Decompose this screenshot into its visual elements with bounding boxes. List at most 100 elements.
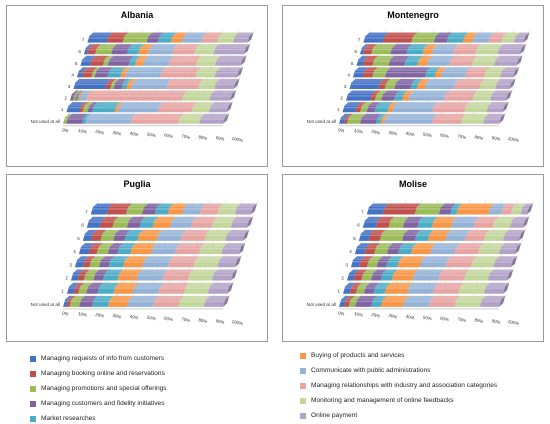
x-tick-label: 50% [422, 315, 432, 322]
bar-segment [352, 70, 365, 78]
x-tick-label: 80% [474, 134, 484, 141]
bar-segment-top [458, 203, 495, 207]
bar-segment [169, 220, 194, 228]
bar-segment-top [389, 102, 399, 106]
bar-row [350, 256, 518, 268]
bar-segment-top [128, 203, 149, 207]
bar-segment [434, 70, 443, 78]
bar-segment-top [154, 216, 177, 221]
bar-segment-top [477, 44, 504, 48]
bar-segment-highlight [364, 221, 378, 223]
bar-segment-highlight [378, 261, 389, 263]
bar-end-cap [499, 295, 506, 307]
bar-segment-highlight [487, 106, 505, 109]
bar-segment-highlight [363, 72, 375, 74]
bar-segment-highlight [209, 287, 230, 289]
bar-segment [131, 82, 169, 89]
bar-segment-highlight [354, 72, 365, 74]
bar-segment-highlight [474, 221, 495, 223]
bar-end-cap [226, 282, 234, 294]
bar-segment [208, 105, 229, 113]
bar-segment-highlight [377, 118, 383, 120]
bar-segment-highlight [213, 221, 234, 223]
bar-segment-top [376, 102, 394, 106]
bar-segment-highlight [118, 247, 133, 250]
bar-segment [113, 286, 135, 294]
bar-segment-top [114, 216, 134, 221]
bar-segment-highlight [78, 72, 84, 74]
bar-segment-top [105, 269, 124, 273]
bar-row [352, 67, 519, 78]
bar-segment-highlight [348, 118, 362, 120]
bar-segment-top [193, 102, 215, 106]
bar-segment-highlight [412, 37, 436, 39]
bar-segment-top [474, 90, 496, 94]
bar-segment [433, 36, 449, 43]
bar-segment-top [384, 203, 421, 207]
bar-segment-highlight [189, 274, 214, 276]
bar-segment-top [394, 102, 439, 106]
bar-segment-top [97, 44, 118, 48]
bar-segment [370, 273, 383, 281]
bar-segment-top [211, 90, 236, 94]
legend-swatch [300, 352, 306, 359]
bar-segment-top [502, 67, 519, 71]
bar-segment-top [428, 55, 456, 60]
bar-row [73, 78, 240, 89]
bar-segment [160, 70, 198, 78]
bar-segment-highlight [110, 261, 126, 263]
bar-segment [492, 220, 513, 228]
bar-segment [406, 286, 435, 294]
bar-segment [458, 286, 487, 294]
category-label: 4 [73, 249, 76, 254]
bar-segment [174, 246, 202, 255]
bar-segment-top [357, 102, 367, 106]
bar-segment [106, 36, 125, 43]
bar-segment-top [512, 203, 527, 207]
bar-segment-highlight [407, 48, 425, 51]
bar-row [342, 102, 509, 113]
bar-segment-highlight [373, 72, 387, 74]
bar-segment-top [522, 203, 533, 207]
bar-segment-top [115, 282, 139, 287]
bar-segment [462, 36, 475, 43]
bar-segment-top [108, 203, 133, 207]
bar-segment-highlight [398, 261, 422, 263]
bar-segment-highlight [511, 221, 526, 223]
bar-segment-top [183, 32, 207, 36]
bar-segment [98, 259, 111, 268]
bar-segment-top [355, 269, 368, 273]
bar-segment-highlight [465, 274, 490, 276]
bar-segment-top [144, 203, 161, 207]
bar-segment [214, 70, 239, 78]
chart-molise: Molise Not used at all 1 2 3 4 5 6 7 0% 10% 20% 30%… [282, 174, 544, 342]
bar-end-cap [250, 203, 257, 215]
bar-segment-top [419, 55, 433, 60]
bar-segment [66, 117, 85, 124]
x-tick-label: 20% [95, 312, 105, 319]
bar-segment-highlight [366, 247, 377, 250]
bar-segment-top [426, 67, 441, 71]
bar-segment [191, 105, 211, 113]
bar-segment-highlight [78, 274, 86, 276]
bar-segment-highlight [101, 221, 115, 223]
x-tick-label: 0% [338, 127, 345, 133]
bar-row [69, 90, 236, 101]
bar-segment [347, 117, 362, 124]
bar-segment-top [129, 295, 159, 300]
bar-segment [361, 273, 374, 281]
bar-segment-top [172, 216, 198, 221]
bar-segment [150, 246, 178, 255]
bar-segment-top [490, 203, 508, 207]
bar-segment-highlight [121, 72, 127, 74]
bar-segment [203, 299, 226, 307]
bar-segment-highlight [387, 261, 400, 263]
bar-segment-highlight [433, 221, 454, 223]
bar-segment [168, 59, 198, 66]
bar-row [354, 243, 522, 255]
bar-segment [495, 82, 512, 89]
bar-segment [363, 47, 374, 55]
bar-segment [86, 286, 100, 294]
bar-row [358, 229, 526, 241]
